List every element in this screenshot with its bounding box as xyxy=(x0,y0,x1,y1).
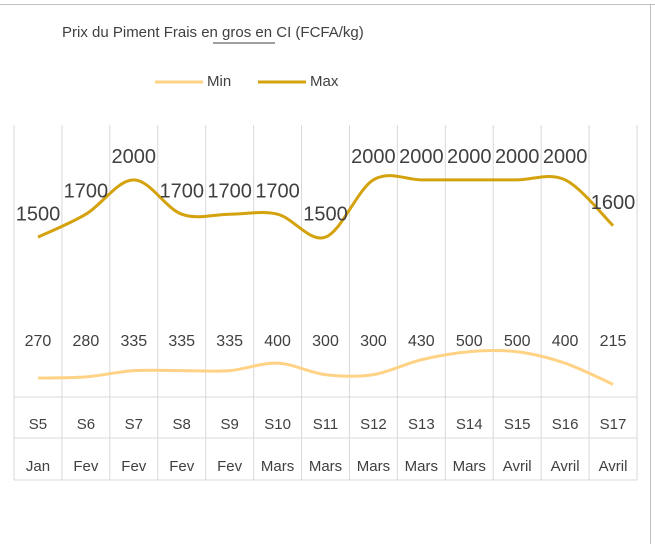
data-label: 1600 xyxy=(591,192,636,214)
x-group-label: Mars xyxy=(261,458,294,475)
legend-label: Min xyxy=(207,73,231,90)
x-tick-label: S8 xyxy=(173,416,191,433)
x-tick-label: S5 xyxy=(29,416,47,433)
x-tick-label: S10 xyxy=(264,416,291,433)
x-tick-label: S9 xyxy=(220,416,238,433)
x-tick-label: S12 xyxy=(360,416,387,433)
data-label: 1700 xyxy=(207,180,252,202)
x-tick-label: S13 xyxy=(408,416,435,433)
data-label: 400 xyxy=(552,333,579,350)
data-label: 215 xyxy=(600,333,627,350)
data-label: 280 xyxy=(73,333,100,350)
x-group-label: Fev xyxy=(217,458,243,475)
chart-title: Prix du Piment Frais en gros en CI (FCFA… xyxy=(62,24,364,41)
data-label: 2000 xyxy=(447,146,492,168)
data-label: 1700 xyxy=(64,180,109,202)
x-tick-label: S16 xyxy=(552,416,579,433)
x-tick-label: S7 xyxy=(125,416,143,433)
data-label: 2000 xyxy=(399,146,444,168)
data-label: 335 xyxy=(216,333,243,350)
x-tick-label: S14 xyxy=(456,416,483,433)
x-group-label: Avril xyxy=(599,458,628,475)
series-line xyxy=(37,174,615,240)
x-group-label: Fev xyxy=(73,458,99,475)
data-label: 1700 xyxy=(255,180,300,202)
x-group-label: Mars xyxy=(357,458,390,475)
x-group-label: Fev xyxy=(169,458,195,475)
series-line xyxy=(37,348,614,386)
data-label: 1500 xyxy=(16,203,61,225)
data-label: 300 xyxy=(312,333,339,350)
x-group-label: Fev xyxy=(121,458,147,475)
x-group-label: Avril xyxy=(551,458,580,475)
data-label: 335 xyxy=(168,333,195,350)
x-group-label: Jan xyxy=(26,458,50,475)
data-label: 2000 xyxy=(495,146,540,168)
x-tick-label: S17 xyxy=(600,416,627,433)
data-label: 500 xyxy=(456,333,483,350)
data-label: 335 xyxy=(120,333,147,350)
x-group-label: Mars xyxy=(309,458,342,475)
data-label: 2000 xyxy=(543,146,588,168)
legend-label: Max xyxy=(310,73,339,90)
data-label: 1700 xyxy=(159,180,204,202)
data-label: 430 xyxy=(408,333,435,350)
x-tick-label: S11 xyxy=(313,416,339,433)
x-tick-label: S6 xyxy=(77,416,95,433)
data-label: 300 xyxy=(360,333,387,350)
data-label: 2000 xyxy=(112,146,157,168)
x-group-label: Mars xyxy=(453,458,486,475)
data-label: 1500 xyxy=(303,203,348,225)
data-label: 400 xyxy=(264,333,291,350)
x-group-label: Mars xyxy=(405,458,438,475)
data-label: 500 xyxy=(504,333,531,350)
data-label: 270 xyxy=(25,333,52,350)
x-tick-label: S15 xyxy=(504,416,531,433)
data-label: 2000 xyxy=(351,146,396,168)
x-group-label: Avril xyxy=(503,458,532,475)
